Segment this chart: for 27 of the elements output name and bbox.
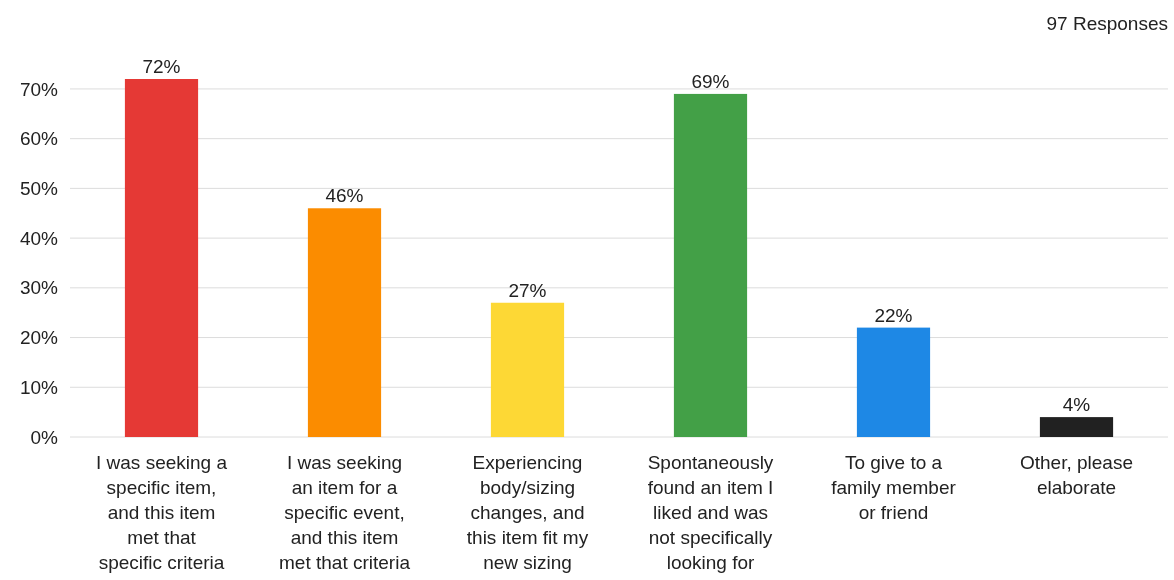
y-tick-label: 20% xyxy=(19,327,59,349)
y-tick-label: 0% xyxy=(30,426,59,448)
x-tick-label: I was seeking an item for a specific event, and this item met that criteria xyxy=(279,452,411,573)
data-label: 4% xyxy=(1062,394,1091,416)
bar xyxy=(673,93,748,437)
text: 97 Responses xyxy=(1046,13,1168,34)
y-tick-label: 10% xyxy=(19,376,59,398)
data-label: 69% xyxy=(691,70,730,92)
bar xyxy=(856,327,931,437)
y-tick-label: 70% xyxy=(19,78,59,100)
bar xyxy=(490,302,565,437)
data-label: 72% xyxy=(142,56,181,77)
y-tick-label: 60% xyxy=(19,128,59,150)
x-tick-label: To give to a family member or friend xyxy=(831,452,957,523)
x-tick-label: Experiencing body/sizing changes, and this item fit my new sizing xyxy=(466,452,589,573)
data-label: 46% xyxy=(325,185,364,207)
bar xyxy=(1039,417,1114,437)
y-tick-label: 50% xyxy=(19,178,59,200)
bar xyxy=(124,79,199,437)
data-label: 22% xyxy=(874,304,913,326)
x-tick-label: Spontaneously found an item I liked and was not specifically looking for xyxy=(647,452,774,573)
y-tick-label: 40% xyxy=(19,227,59,249)
data-label: 27% xyxy=(508,279,547,301)
bar xyxy=(307,208,382,437)
x-tick-label: Other, please elaborate xyxy=(1019,452,1134,498)
y-tick-label: 30% xyxy=(19,277,59,299)
x-tick-label: I was seeking a specific item, and this item met that specific criteria xyxy=(96,452,228,573)
